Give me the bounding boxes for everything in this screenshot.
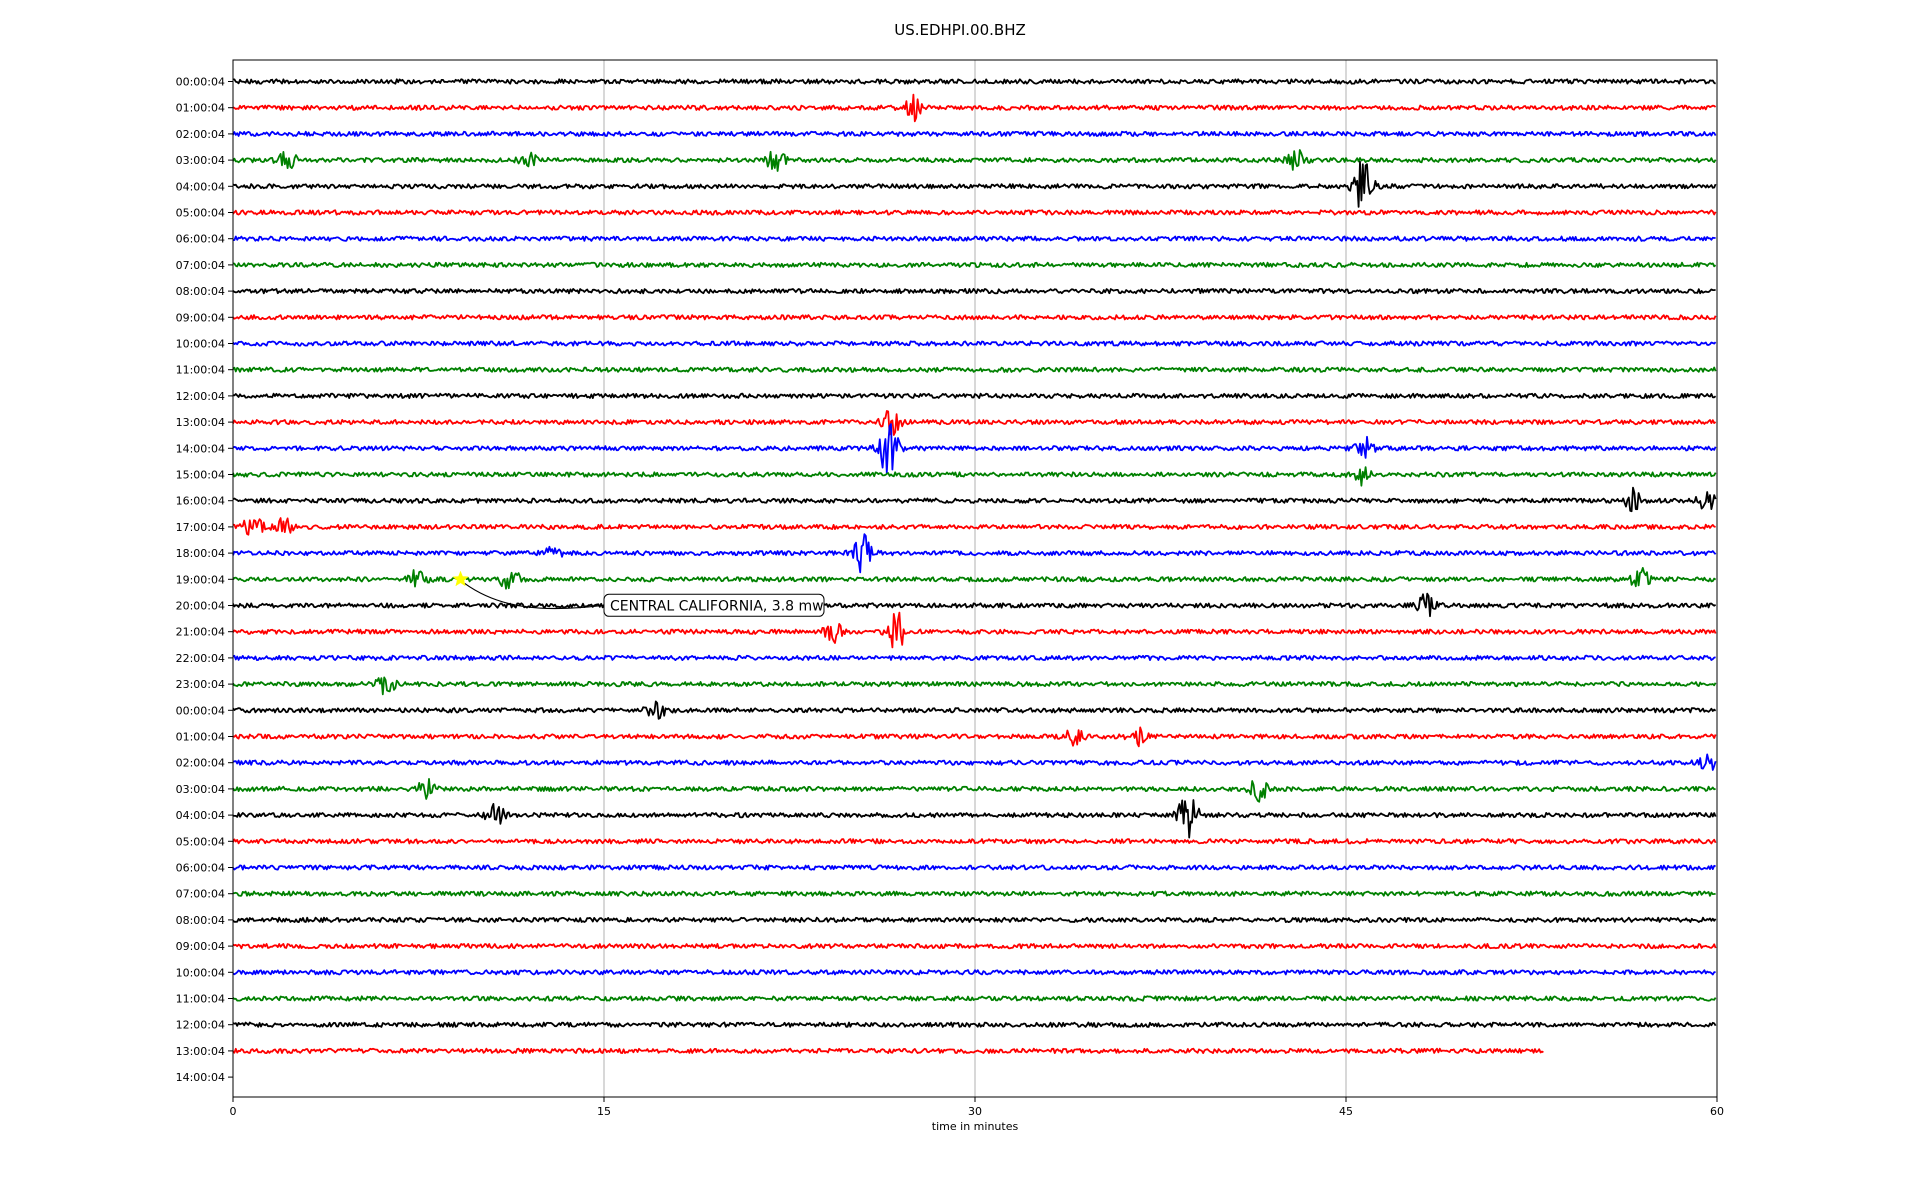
seismic-trace xyxy=(232,654,1716,661)
x-tick-label: 15 xyxy=(597,1105,611,1118)
row-label: 14:00:04 xyxy=(176,1071,225,1084)
seismic-trace xyxy=(232,1021,1717,1028)
seismic-trace xyxy=(232,778,1716,803)
row-label: 11:00:04 xyxy=(176,993,225,1006)
row-label: 12:00:04 xyxy=(176,390,225,403)
seismic-trace xyxy=(232,864,1716,871)
seismic-trace xyxy=(232,287,1716,295)
x-tick-label: 60 xyxy=(1710,1105,1724,1118)
seismic-trace xyxy=(232,799,1717,839)
seismic-trace xyxy=(232,423,1717,474)
seismic-trace xyxy=(232,1047,1544,1054)
row-label: 02:00:04 xyxy=(176,128,225,141)
row-label: 00:00:04 xyxy=(176,704,225,717)
row-label: 03:00:04 xyxy=(176,154,225,167)
event-star-marker xyxy=(452,570,469,587)
chart-title: US.EDHPI.00.BHZ xyxy=(894,21,1026,39)
seismic-trace xyxy=(232,943,1717,950)
seismic-trace xyxy=(232,969,1716,976)
seismic-trace xyxy=(232,676,1717,696)
row-label: 22:00:04 xyxy=(176,652,225,665)
x-tick-group: 0 15 30 45 60 xyxy=(230,1097,1724,1118)
row-label: 13:00:04 xyxy=(176,416,225,429)
row-label: 06:00:04 xyxy=(176,862,225,875)
seismic-trace xyxy=(232,592,1717,618)
row-label: 12:00:04 xyxy=(176,1019,225,1032)
row-label: 18:00:04 xyxy=(176,547,225,560)
seismic-trace xyxy=(232,366,1717,373)
row-label: 07:00:04 xyxy=(176,888,225,901)
annotation-box xyxy=(603,593,825,617)
row-label-group: 00:00:04 01:00:04 02:00:04 03:00:04 04:00:04… xyxy=(176,76,233,1084)
seismic-trace xyxy=(232,486,1717,513)
row-label: 20:00:04 xyxy=(176,600,225,613)
seismic-trace xyxy=(233,392,1717,400)
row-label: 04:00:04 xyxy=(176,809,225,822)
row-label: 19:00:04 xyxy=(176,573,225,586)
row-label: 02:00:04 xyxy=(176,757,225,770)
row-label: 08:00:04 xyxy=(176,914,225,927)
seismic-trace xyxy=(232,890,1716,897)
row-label: 01:00:04 xyxy=(176,731,225,744)
row-label: 15:00:04 xyxy=(176,469,225,482)
seismic-trace xyxy=(232,209,1717,216)
x-tick-label: 45 xyxy=(1339,1105,1353,1118)
row-label: 00:00:04 xyxy=(176,76,225,89)
seismic-trace xyxy=(232,466,1717,487)
seismic-trace xyxy=(232,130,1717,138)
row-label: 08:00:04 xyxy=(176,285,225,298)
row-label: 23:00:04 xyxy=(176,678,225,691)
seismic-trace xyxy=(232,838,1717,845)
row-label: 09:00:04 xyxy=(176,940,225,953)
row-label: 16:00:04 xyxy=(176,495,225,508)
row-label: 09:00:04 xyxy=(176,311,225,324)
row-label: 21:00:04 xyxy=(176,626,225,639)
x-tick-label: 0 xyxy=(230,1105,237,1118)
seismic-trace xyxy=(233,78,1717,85)
seismic-trace xyxy=(232,93,1717,123)
seismic-trace xyxy=(232,517,1716,536)
seismic-trace xyxy=(232,340,1717,347)
seismic-trace xyxy=(232,726,1717,748)
seismic-trace xyxy=(232,533,1717,574)
annotation-connector xyxy=(464,582,605,610)
seismic-trace xyxy=(232,753,1717,771)
seismic-trace xyxy=(232,314,1717,321)
row-label: 10:00:04 xyxy=(176,338,225,351)
seismic-trace xyxy=(232,567,1717,590)
row-label: 17:00:04 xyxy=(176,521,225,534)
seismic-trace xyxy=(232,410,1717,436)
seismic-trace xyxy=(232,611,1717,649)
row-label: 05:00:04 xyxy=(176,835,225,848)
row-label: 07:00:04 xyxy=(176,259,225,272)
trace-group xyxy=(232,78,1717,1054)
row-label: 01:00:04 xyxy=(176,102,225,115)
seismic-trace xyxy=(232,261,1717,269)
row-label: 14:00:04 xyxy=(176,442,225,455)
annotation-label: CENTRAL CALIFORNIA, 3.8 mw xyxy=(610,598,824,614)
annotation-group: CENTRAL CALIFORNIA, 3.8 mw xyxy=(452,570,825,617)
row-label: 04:00:04 xyxy=(176,180,225,193)
seismic-trace xyxy=(232,160,1717,208)
seismic-trace xyxy=(233,235,1716,242)
row-label: 10:00:04 xyxy=(176,966,225,979)
seismic-trace xyxy=(232,995,1717,1002)
seismic-trace xyxy=(232,700,1717,720)
x-tick-label: 30 xyxy=(968,1105,982,1118)
seismic-trace xyxy=(232,916,1717,923)
seismic-trace xyxy=(232,149,1717,172)
x-axis-label: time in minutes xyxy=(932,1120,1019,1133)
plot-frame xyxy=(232,59,1718,1098)
row-label: 06:00:04 xyxy=(176,233,225,246)
row-label: 05:00:04 xyxy=(176,207,225,220)
row-label: 03:00:04 xyxy=(176,783,225,796)
row-label: 13:00:04 xyxy=(176,1045,225,1058)
row-label: 11:00:04 xyxy=(176,364,225,377)
